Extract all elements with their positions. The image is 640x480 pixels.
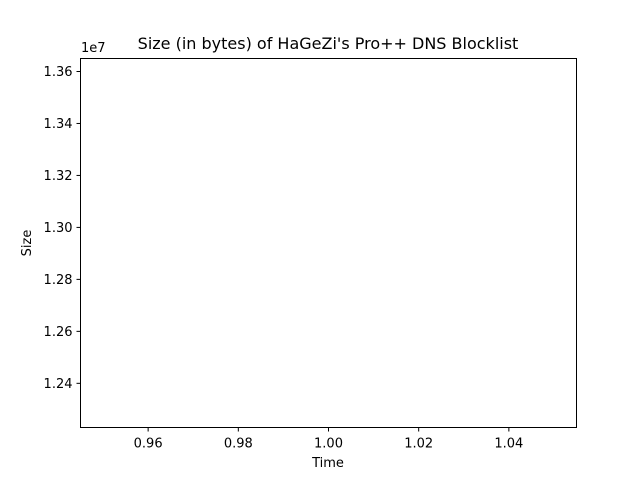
y-axis-label: Size	[20, 230, 35, 257]
y-tick-label: 1.26	[44, 325, 73, 340]
y-tick-label: 1.24	[44, 377, 73, 392]
x-tick-label: 1.04	[494, 437, 523, 452]
y-tick-label: 1.36	[44, 65, 73, 80]
plot-area: 0.96 0.98 1.00 1.02 1.04 1.24 1.26 1.28 1.30 1.3…	[44, 58, 577, 452]
y-tick-label: 1.30	[44, 221, 73, 236]
x-tick-label: 1.02	[404, 437, 433, 452]
y-tick-label: 1.34	[44, 117, 73, 132]
x-axis: 0.96 0.98 1.00 1.02 1.04	[134, 427, 523, 452]
x-tick-label: 0.98	[224, 437, 253, 452]
y-tick-label: 1.32	[44, 169, 73, 184]
x-axis-label: Time	[311, 456, 344, 471]
y-axis: 1.24 1.26 1.28 1.30 1.32 1.34 1.36	[44, 65, 81, 392]
x-tick-label: 1.00	[314, 437, 343, 452]
y-tick-label: 1.28	[44, 273, 73, 288]
x-tick-label: 0.96	[134, 437, 163, 452]
y-offset-label: 1e7	[81, 41, 106, 56]
chart-title: Size (in bytes) of HaGeZi's Pro++ DNS Bl…	[138, 34, 519, 53]
